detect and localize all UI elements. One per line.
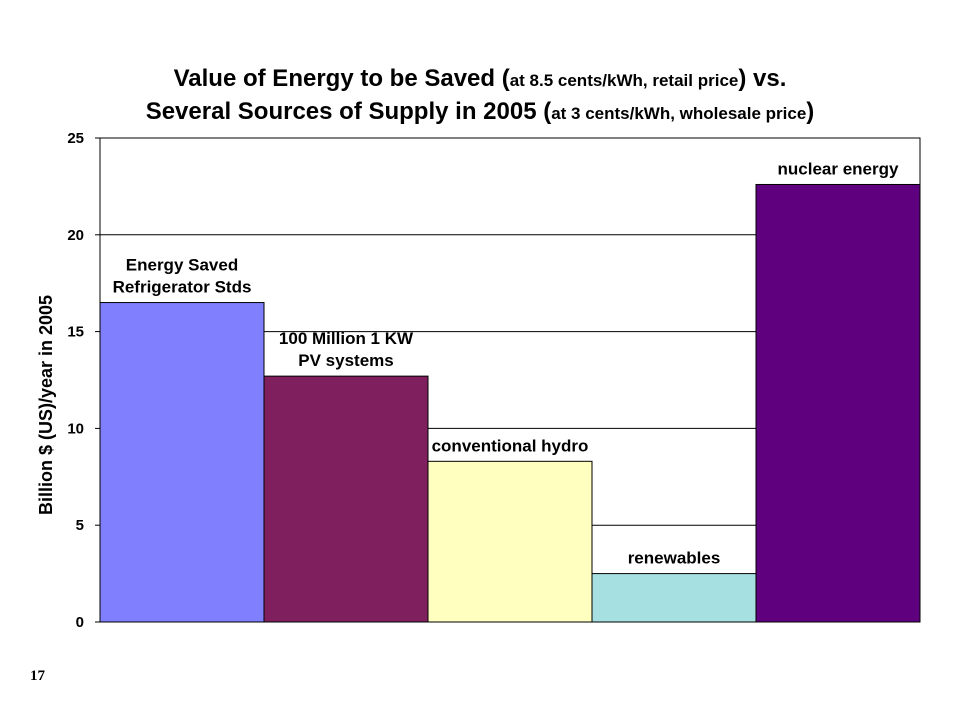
chart-title: Value of Energy to be Saved (at 8.5 cent… [146,65,815,125]
plot-frame [99,137,921,623]
y-axis-title: Billion $ (US)/year in 2005 [36,295,56,515]
bar [99,302,265,623]
bar-label: Refrigerator Stds [113,278,252,297]
bars [99,183,921,623]
bar [263,375,429,623]
bar [755,183,921,623]
y-tick-label: 25 [67,130,84,147]
bar-label: 100 Million 1 KW [279,329,414,348]
slide-number: 17 [30,668,45,684]
bar-label: renewables [628,549,721,568]
y-tick-label: 5 [76,517,84,534]
y-tick-label: 20 [67,227,84,244]
chart-title-line: Several Sources of Supply in 2005 (at 3 … [146,98,815,125]
y-axis: 0 5 10 15 20 25 [67,130,100,631]
y-tick-label: 10 [67,420,84,437]
bar [591,573,757,623]
y-tick-label: 15 [67,324,84,341]
bar-label: conventional hydro [432,436,589,455]
bar-label: nuclear energy [778,159,899,178]
bar-label: PV systems [298,351,393,370]
bar [427,460,593,623]
bar-label: Energy Saved [126,256,238,275]
bar-labels: Energy Saved Refrigerator Stds 100 Million… [113,159,899,567]
y-tick-label: 0 [76,614,84,631]
chart-title-line: Value of Energy to be Saved (at 8.5 cent… [174,65,787,92]
